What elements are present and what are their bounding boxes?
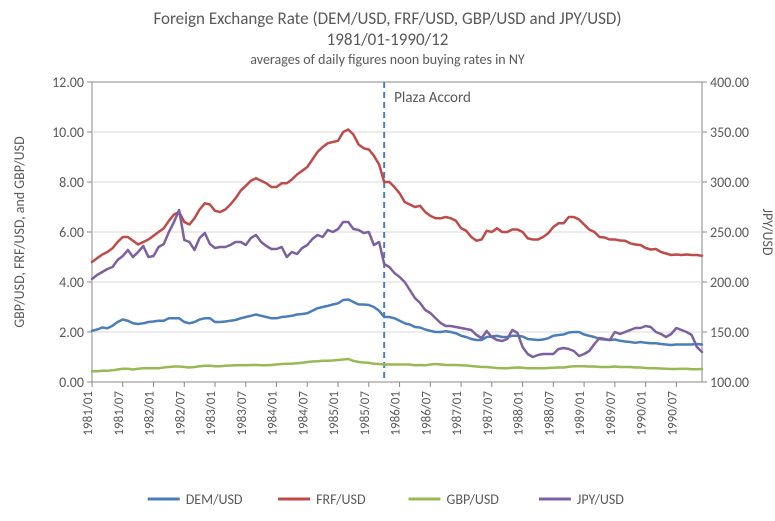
x-tick: 1981/07 [112,391,127,436]
x-tick: 1990/01 [635,391,650,436]
x-tick: 1982/07 [173,391,188,436]
x-tick: 1983/07 [235,391,250,436]
y-left-tick: 2.00 [59,324,84,341]
y-left-tick: 8.00 [59,174,84,191]
y-left-tick: 0.00 [59,374,84,391]
x-tick: 1989/07 [604,391,619,436]
x-tick: 1986/01 [389,391,404,436]
y-left-tick: 12.00 [52,74,84,91]
y-right-tick: 400.00 [710,74,749,91]
y-right-tick: 300.00 [710,174,749,191]
chart-subtitle: averages of daily figures noon buying ra… [250,51,525,68]
y-right-tick: 150.00 [710,324,749,341]
x-tick: 1989/01 [573,391,588,436]
chart-title-line2: 1981/01-1990/12 [327,29,449,50]
legend-label: DEM/USD [186,491,243,508]
y-right-tick: 250.00 [710,224,749,241]
y-right-tick: 350.00 [710,124,749,141]
x-tick: 1981/01 [81,391,96,436]
fx-rate-chart: Foreign Exchange Rate (DEM/USD, FRF/USD,… [0,0,775,521]
x-tick: 1986/07 [419,391,434,436]
chart-title-line1: Foreign Exchange Rate (DEM/USD, FRF/USD,… [153,8,621,29]
y-right-tick: 100.00 [710,374,749,391]
x-tick: 1987/01 [450,391,465,436]
x-tick: 1990/07 [665,391,680,436]
legend-label: JPY/USD [577,491,624,508]
y-right-axis-label: JPY/USD [759,208,775,255]
y-left-axis-label: GBP/USD, FRF/USD, and GBP/USD [11,136,28,328]
plaza-accord-label: Plaza Accord [394,89,471,107]
x-tick: 1984/01 [266,391,281,436]
y-left-tick: 6.00 [59,224,84,241]
x-tick: 1985/01 [327,391,342,436]
legend-label: GBP/USD [447,491,500,508]
y-left-tick: 10.00 [52,124,84,141]
x-tick: 1985/07 [358,391,373,436]
x-tick: 1988/01 [512,391,527,436]
x-tick: 1988/07 [542,391,557,436]
chart-container: { "chart": { "type": "line-dual-axis", "… [0,0,775,521]
y-left-tick: 4.00 [59,274,84,291]
x-tick: 1982/01 [143,391,158,436]
y-right-tick: 200.00 [710,274,749,291]
x-tick: 1983/01 [204,391,219,436]
x-tick: 1987/07 [481,391,496,436]
legend-label: FRF/USD [316,491,366,508]
x-tick: 1984/07 [296,391,311,436]
